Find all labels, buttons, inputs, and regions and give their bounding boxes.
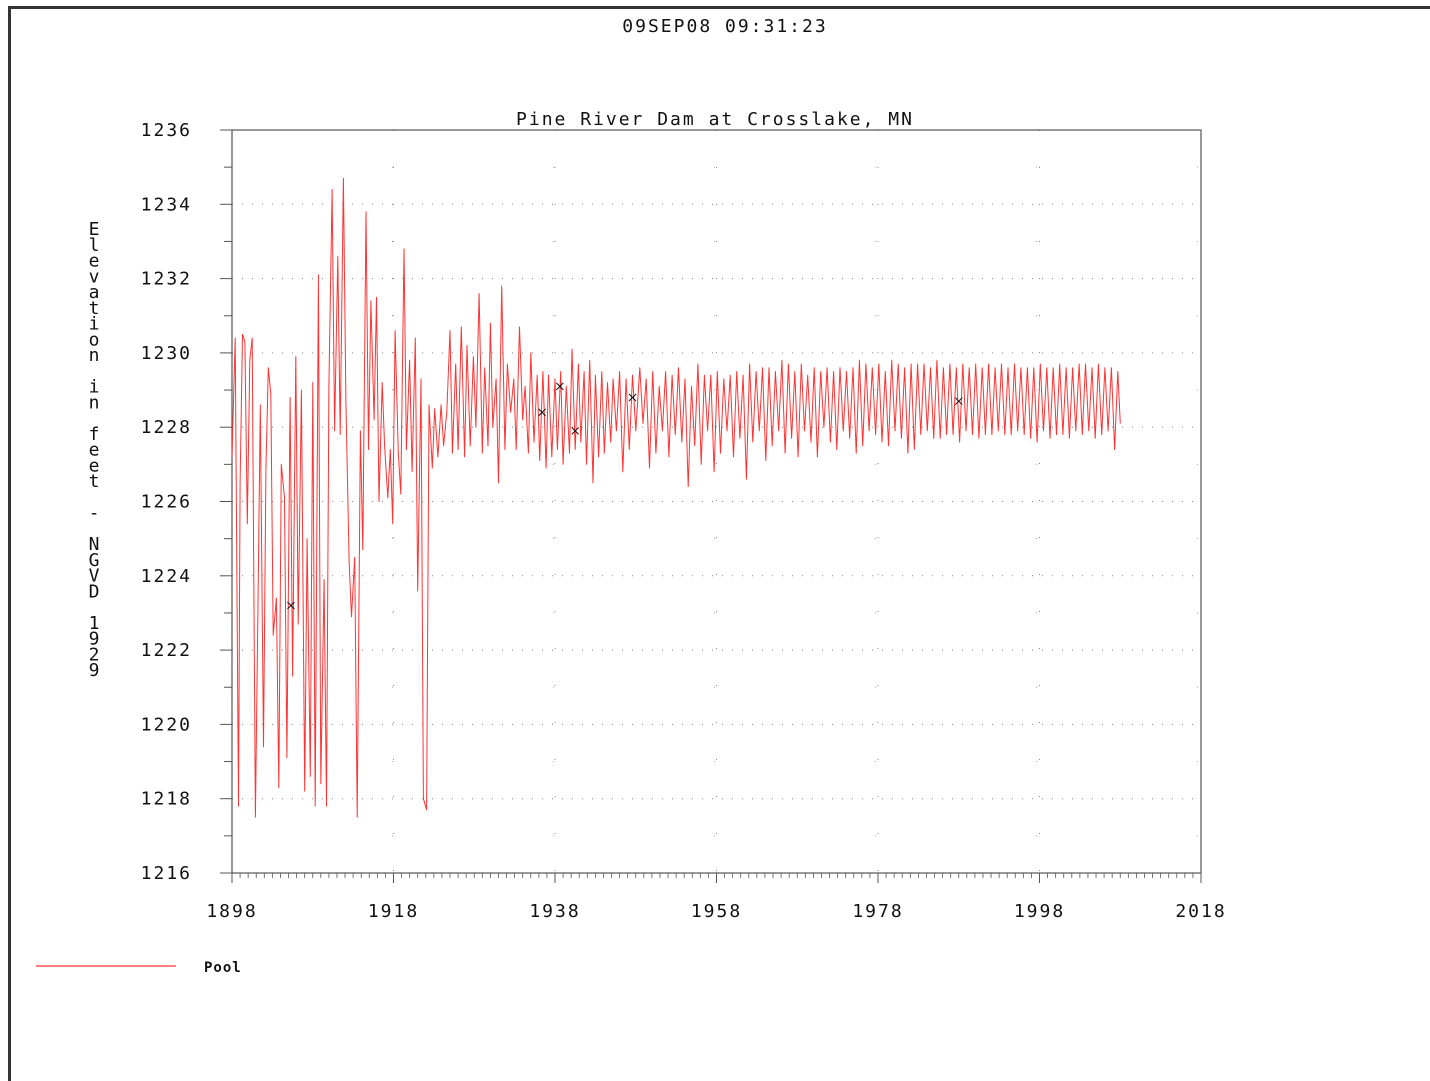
x-tick-label: 1998 (1014, 901, 1065, 922)
y-tick-label: 1232 (141, 269, 192, 290)
header-timestamp: 09SEP08 09:31:23 (622, 16, 827, 37)
x-tick-label: 2018 (1175, 901, 1226, 922)
series-layer (231, 177, 1121, 818)
data-point-marker (538, 408, 546, 417)
x-tick-label: 1958 (691, 901, 742, 922)
legend-label-pool: Pool (204, 960, 242, 976)
series-line-pool (231, 177, 1121, 818)
y-tick-label: 1236 (141, 120, 192, 141)
x-tick-label: 1938 (529, 901, 580, 922)
data-point-marker (571, 427, 580, 435)
data-point-marker (287, 601, 295, 610)
data-point-marker (555, 382, 564, 391)
y-tick-label: 1216 (141, 863, 192, 884)
data-point-marker (954, 397, 963, 406)
y-tick-label: 1224 (141, 566, 192, 587)
y-tick-label: 1230 (141, 343, 192, 364)
y-tick-label: 1218 (141, 789, 192, 810)
chart-title: Pine River Dam at Crosslake, MN (516, 109, 914, 130)
legend: Pool (36, 960, 242, 976)
data-point-marker (628, 393, 637, 402)
x-tick-label: 1898 (206, 901, 257, 922)
x-tick-label: 1918 (368, 901, 419, 922)
y-tick-label: 1226 (141, 492, 192, 513)
y-tick-label: 1228 (141, 417, 192, 438)
axes: 1216 1218 1220 1222 1224 1226 1228 1230 1232 1234… (141, 120, 1226, 922)
y-tick-label: 1222 (141, 640, 192, 661)
grid (232, 130, 1201, 873)
y-tick-label: 1234 (141, 194, 192, 215)
markers-layer (287, 382, 963, 610)
x-tick-label: 1978 (852, 901, 903, 922)
y-tick-label: 1220 (141, 714, 192, 735)
chart-frame (8, 6, 1430, 1081)
